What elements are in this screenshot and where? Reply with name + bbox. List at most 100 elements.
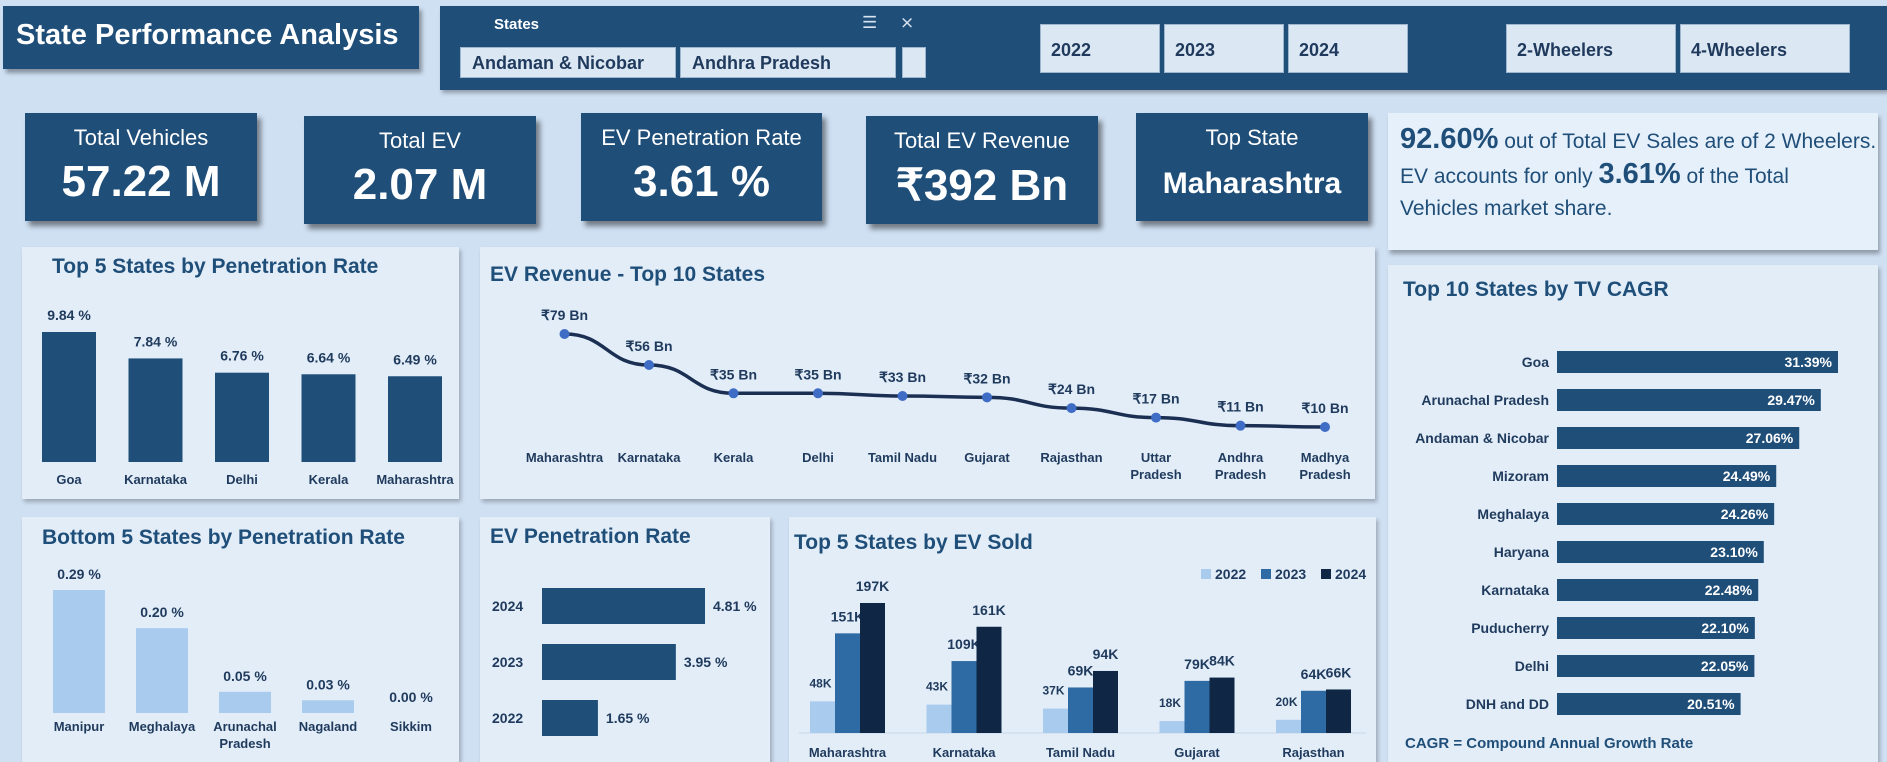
- data-label: 6.49 %: [393, 351, 437, 367]
- category-label: 2023: [492, 654, 523, 670]
- ev-revenue-panel: EV Revenue - Top 10 States ₹79 Bn Maharas…: [480, 247, 1375, 499]
- category-label: Kerala: [309, 472, 350, 487]
- bar: [302, 700, 354, 713]
- bar: [219, 691, 271, 713]
- summary-text: 92.60% out of Total EV Sales are of 2 Wh…: [1388, 113, 1878, 250]
- bar: [976, 626, 1002, 733]
- two-wheelers-button[interactable]: 2-Wheelers: [1506, 24, 1676, 73]
- chart-title: EV Penetration Rate: [490, 525, 691, 548]
- category-label: Rajasthan: [1282, 745, 1344, 760]
- multi-select-icon[interactable]: ☰: [862, 13, 878, 32]
- data-label: 3.95 %: [684, 654, 728, 670]
- clear-filter-icon[interactable]: ⨯: [900, 13, 915, 32]
- data-label: ₹33 Bn: [879, 369, 926, 385]
- kpi-value: Maharashtra: [1162, 167, 1342, 200]
- category-label: Pradesh: [1215, 467, 1266, 482]
- category-label: Goa: [1522, 354, 1549, 370]
- kpi-value: 3.61 %: [633, 157, 770, 206]
- bar: [1093, 670, 1118, 733]
- bar: [53, 590, 105, 713]
- bar: [542, 588, 705, 624]
- year-2022-button[interactable]: 2022: [1040, 24, 1160, 73]
- data-label: ₹35 Bn: [794, 366, 841, 382]
- bar: [215, 372, 269, 462]
- bar: [1557, 617, 1755, 639]
- data-label: ₹32 Bn: [963, 370, 1010, 386]
- category-label: Andaman & Nicobar: [1415, 430, 1549, 446]
- ev-sold-panel: Top 5 States by EV Sold 2022 2023 2024 48K 1…: [789, 517, 1376, 762]
- data-label: 23.10%: [1710, 544, 1758, 560]
- summary-line-1: out of Total EV Sales are of 2 Wheelers.: [1498, 130, 1877, 153]
- data-label: 161K: [972, 602, 1005, 618]
- bar: [128, 358, 183, 462]
- category-label: Puducherry: [1471, 620, 1549, 636]
- data-label: 84K: [1209, 653, 1235, 669]
- bar: [926, 704, 952, 733]
- bar: [1557, 655, 1755, 677]
- kpi-total-vehicles: Total Vehicles 57.22 M: [25, 113, 257, 221]
- category-label: Maharashtra: [526, 450, 604, 465]
- category-label: DNH and DD: [1466, 696, 1549, 712]
- data-label: 31.39%: [1785, 354, 1833, 370]
- data-label: 69K: [1068, 662, 1094, 678]
- data-point: [897, 391, 908, 401]
- data-label: 9.84 %: [47, 307, 91, 323]
- data-label: 7.84 %: [134, 333, 178, 349]
- data-point: [1066, 403, 1077, 414]
- state-chip-andaman[interactable]: Andaman & Nicobar: [460, 47, 676, 78]
- bar: [1557, 503, 1775, 525]
- chart-title: Top 10 States by TV CAGR: [1403, 278, 1669, 301]
- data-label: 0.20 %: [140, 604, 184, 620]
- four-wheelers-button[interactable]: 4-Wheelers: [1680, 24, 1850, 73]
- category-label: Kerala: [714, 450, 755, 465]
- data-point: [559, 329, 570, 339]
- data-point: [982, 392, 992, 403]
- category-label: Gujarat: [964, 450, 1010, 465]
- category-label: Karnataka: [933, 745, 997, 760]
- category-label: Arunachal: [213, 719, 277, 734]
- data-label: 24.26%: [1721, 506, 1769, 522]
- data-point: [1235, 420, 1246, 431]
- penetration-year-panel: EV Penetration Rate 2024 4.81 % 2023 3.95 %…: [480, 517, 770, 762]
- kpi-value: 57.22 M: [61, 157, 221, 206]
- year-2024-button[interactable]: 2024: [1288, 24, 1408, 73]
- bar: [1326, 689, 1351, 733]
- data-label: 6.64 %: [307, 349, 351, 365]
- kpi-label: Total Vehicles: [73, 125, 209, 150]
- category-label: Goa: [56, 472, 82, 487]
- page-title: State Performance Analysis: [3, 6, 419, 69]
- category-label: Tamil Nadu: [1046, 745, 1115, 760]
- year-2023-button[interactable]: 2023: [1164, 24, 1284, 73]
- slicer-scroll[interactable]: [902, 47, 926, 78]
- chart-title: Top 5 States by EV Sold: [794, 531, 1033, 554]
- data-point: [644, 360, 654, 370]
- bar: [1557, 541, 1764, 563]
- category-label: Maharashtra: [809, 745, 887, 760]
- bottom5-penetration-panel: Bottom 5 States by Penetration Rate 0.29…: [22, 517, 459, 762]
- category-label: Andhra: [1218, 450, 1264, 465]
- category-label: Haryana: [1494, 544, 1549, 560]
- data-label: 109K: [947, 636, 980, 652]
- kpi-label: Top State: [1205, 125, 1299, 150]
- chart-title: Bottom 5 States by Penetration Rate: [42, 526, 405, 549]
- data-label: 29.47%: [1767, 392, 1815, 408]
- data-label: 79K: [1184, 656, 1210, 672]
- data-label: 22.48%: [1705, 582, 1753, 598]
- data-label: 151K: [831, 608, 864, 624]
- legend-label: 2022: [1215, 566, 1246, 582]
- data-label: 64K: [1301, 666, 1327, 682]
- bar: [1043, 708, 1068, 733]
- category-label: Pradesh: [1299, 467, 1350, 482]
- bar: [1184, 680, 1210, 733]
- data-label: ₹11 Bn: [1217, 399, 1263, 415]
- two-wheeler-share: 92.60%: [1400, 123, 1499, 155]
- data-point: [813, 388, 823, 399]
- kpi-value: ₹392 Bn: [895, 161, 1069, 210]
- category-label: Pradesh: [219, 736, 270, 751]
- data-label: ₹24 Bn: [1048, 381, 1095, 397]
- state-chip-andhra[interactable]: Andhra Pradesh: [680, 47, 896, 78]
- data-label: 66K: [1326, 664, 1352, 680]
- category-label: Nagaland: [299, 719, 358, 734]
- cagr-footnote: CAGR = Compound Annual Growth Rate: [1405, 735, 1694, 752]
- summary-line-3: Vehicles market share.: [1400, 197, 1613, 220]
